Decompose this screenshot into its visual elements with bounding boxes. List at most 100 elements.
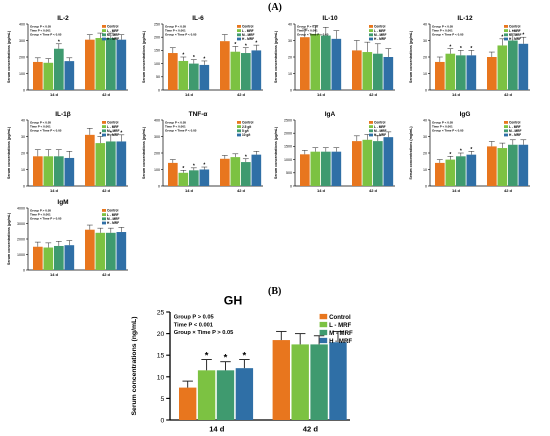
chart-title: IL-6 bbox=[192, 15, 204, 22]
bar bbox=[241, 53, 251, 90]
x-tick-label: 42 d bbox=[504, 92, 513, 97]
significance-mark: * bbox=[58, 39, 60, 45]
y-tick-label: 20 bbox=[21, 151, 25, 155]
y-axis-label: Serum concentrations (pg/mL) bbox=[142, 30, 146, 83]
stats-line: Group P < 0.05 bbox=[432, 121, 453, 125]
x-tick-label: 14 d bbox=[209, 424, 225, 433]
bar bbox=[54, 48, 64, 90]
y-tick-label: 400 bbox=[154, 118, 160, 122]
significance-mark: * bbox=[255, 41, 257, 47]
legend-swatch bbox=[369, 25, 373, 28]
y-axis-label: Serum concentrations (pg/mL) bbox=[274, 30, 278, 83]
bar bbox=[189, 170, 199, 186]
chart-title: IL-12 bbox=[457, 15, 473, 22]
panel-label-a: (A) bbox=[268, 2, 282, 13]
y-tick-label: 200 bbox=[154, 36, 160, 40]
chart-title: IgM bbox=[57, 199, 68, 206]
y-tick-label: 10 bbox=[21, 168, 25, 172]
bar bbox=[300, 37, 310, 90]
bar bbox=[310, 344, 328, 420]
y-tick-label: 25 bbox=[157, 309, 165, 316]
y-tick-label: 5 bbox=[160, 396, 164, 403]
stats-line: Time P < 0.001 bbox=[432, 125, 453, 129]
y-tick-label: 30 bbox=[21, 135, 25, 139]
legend-label: H - MRF bbox=[509, 37, 521, 41]
x-tick-label: 14 d bbox=[50, 188, 59, 193]
y-tick-label: 1000 bbox=[284, 158, 292, 162]
bar bbox=[487, 57, 497, 90]
x-tick-label: 14 d bbox=[452, 92, 461, 97]
legend-swatch bbox=[102, 33, 106, 37]
bar bbox=[43, 62, 54, 90]
legend-swatch bbox=[237, 37, 241, 41]
stats-line: Group × Time P < 0.05 bbox=[165, 33, 197, 37]
bar bbox=[435, 61, 445, 90]
bar bbox=[466, 55, 477, 90]
chart-tnfa: TNF-α 0 100 200 300 400 Serum concentrations (… bbox=[142, 111, 263, 193]
legend-label: M - MRF bbox=[107, 33, 119, 37]
bar bbox=[168, 53, 178, 90]
y-axis-label: Serum concentrations (pg/mL) bbox=[142, 126, 146, 179]
x-tick-label: 42 d bbox=[102, 92, 111, 97]
chart-igg: IgG 0 10 20 30 40 Serum concentrations (mg/mL)… bbox=[409, 111, 530, 193]
y-tick-label: 30 bbox=[423, 135, 427, 139]
legend-swatch bbox=[237, 125, 241, 128]
y-tick-label: 2500 bbox=[284, 118, 292, 122]
y-tick-label: 100 bbox=[154, 168, 160, 172]
legend-swatch bbox=[102, 25, 106, 28]
legend-label: H - MRF bbox=[107, 221, 119, 225]
significance-mark: * bbox=[501, 34, 503, 40]
legend-label: Control bbox=[107, 121, 118, 125]
bar bbox=[373, 141, 383, 186]
bar bbox=[64, 245, 75, 270]
x-tick-label: 14 d bbox=[317, 188, 326, 193]
y-tick-label: 100 bbox=[154, 62, 160, 66]
y-tick-label: 0 bbox=[160, 417, 164, 424]
bar bbox=[106, 38, 116, 90]
x-tick-label: 14 d bbox=[185, 92, 194, 97]
bar bbox=[230, 51, 241, 90]
bar bbox=[456, 156, 466, 186]
y-tick-label: 500 bbox=[286, 171, 292, 175]
bar bbox=[95, 38, 106, 90]
stats-line: Time P < 0.001 bbox=[30, 125, 51, 129]
bar bbox=[435, 162, 445, 186]
x-tick-label: 42 d bbox=[102, 272, 111, 277]
bar bbox=[518, 43, 529, 90]
stats-line: Time P < 0.001 bbox=[432, 29, 453, 33]
y-tick-label: 400 bbox=[19, 22, 25, 26]
significance-mark: * bbox=[460, 46, 462, 52]
y-tick-label: 100 bbox=[19, 72, 25, 76]
stats-line: Group × Time P > 0.05 bbox=[297, 33, 329, 37]
stats-line: Group × Time P < 0.05 bbox=[30, 129, 62, 133]
x-tick-label: 42 d bbox=[369, 188, 378, 193]
y-tick-label: 40 bbox=[423, 118, 427, 122]
legend-label: Control bbox=[509, 25, 520, 29]
y-tick-label: 300 bbox=[154, 135, 160, 139]
y-tick-label: 300 bbox=[19, 39, 25, 43]
legend-swatch bbox=[102, 125, 106, 128]
stats-line: Time P < 0.001 bbox=[165, 125, 186, 129]
y-axis-label: Serum concentrations (pg/mL) bbox=[409, 30, 413, 83]
stats-line: Group × Time P < 0.05 bbox=[432, 129, 464, 133]
bar bbox=[178, 60, 189, 90]
significance-mark: * bbox=[203, 56, 205, 62]
bar bbox=[64, 61, 75, 90]
bar bbox=[497, 45, 508, 90]
legend-swatch bbox=[319, 321, 328, 328]
bar bbox=[310, 151, 321, 186]
y-tick-label: 150 bbox=[154, 49, 160, 53]
bar bbox=[362, 52, 373, 90]
significance-mark: * bbox=[522, 33, 524, 39]
significance-mark: * bbox=[120, 130, 122, 136]
x-tick-label: 42 d bbox=[504, 188, 513, 193]
bar bbox=[216, 370, 235, 420]
legend-swatch bbox=[237, 29, 241, 32]
chart-title: TNF-α bbox=[189, 111, 208, 118]
y-tick-label: 250 bbox=[154, 22, 160, 26]
x-tick-label: 42 d bbox=[303, 424, 319, 433]
chart-il1b: IL-1β 0 10 20 30 40 Serum concentrations (pg/m… bbox=[7, 111, 128, 193]
y-tick-label: 2000 bbox=[17, 237, 25, 241]
significance-mark: * bbox=[245, 154, 247, 160]
